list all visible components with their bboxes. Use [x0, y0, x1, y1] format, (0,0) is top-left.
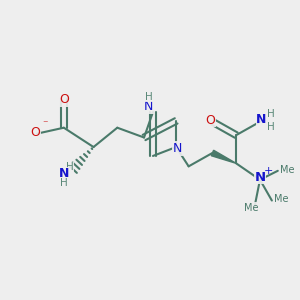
Text: H: H — [60, 178, 68, 188]
Text: Me: Me — [274, 194, 288, 204]
Text: Me: Me — [280, 165, 295, 175]
Text: ⁻: ⁻ — [43, 120, 48, 130]
Text: H: H — [66, 162, 74, 172]
Text: H: H — [145, 92, 152, 102]
Text: N: N — [58, 167, 69, 180]
Text: N: N — [144, 100, 153, 113]
Text: +: + — [264, 167, 273, 176]
Text: Me: Me — [244, 203, 258, 213]
Polygon shape — [211, 150, 236, 164]
Text: N: N — [254, 171, 266, 184]
Text: N: N — [173, 142, 182, 155]
Text: H: H — [267, 109, 275, 119]
Text: O: O — [31, 126, 40, 139]
Text: H: H — [267, 122, 275, 132]
Text: N: N — [256, 113, 267, 126]
Text: O: O — [59, 93, 69, 106]
Text: O: O — [205, 114, 215, 127]
